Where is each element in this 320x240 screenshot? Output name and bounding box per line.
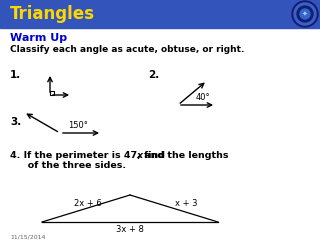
Text: 11/15/2014: 11/15/2014 (10, 234, 45, 240)
Text: and the lengths: and the lengths (141, 150, 228, 160)
Text: 2.: 2. (148, 70, 159, 80)
Bar (50, 91, 54, 95)
Bar (0, 0, 320, 28)
Text: Triangles: Triangles (10, 5, 95, 23)
Text: Classify each angle as acute, obtuse, or right.: Classify each angle as acute, obtuse, or… (10, 46, 244, 54)
Circle shape (292, 1, 318, 27)
Text: 40°: 40° (196, 92, 211, 102)
Text: x + 3: x + 3 (175, 199, 197, 208)
Text: 4. If the perimeter is 47, find: 4. If the perimeter is 47, find (10, 150, 168, 160)
Text: 3x + 8: 3x + 8 (116, 226, 144, 234)
Text: 150°: 150° (68, 120, 88, 130)
Text: 2x + 6: 2x + 6 (74, 199, 102, 208)
Circle shape (294, 3, 316, 25)
Text: ✦: ✦ (302, 11, 308, 17)
Text: 1.: 1. (10, 70, 21, 80)
Text: Warm Up: Warm Up (10, 33, 67, 43)
Text: 3.: 3. (10, 117, 21, 127)
Circle shape (297, 6, 313, 22)
Circle shape (300, 9, 310, 19)
Text: of the three sides.: of the three sides. (18, 161, 126, 169)
Text: x: x (136, 150, 142, 160)
